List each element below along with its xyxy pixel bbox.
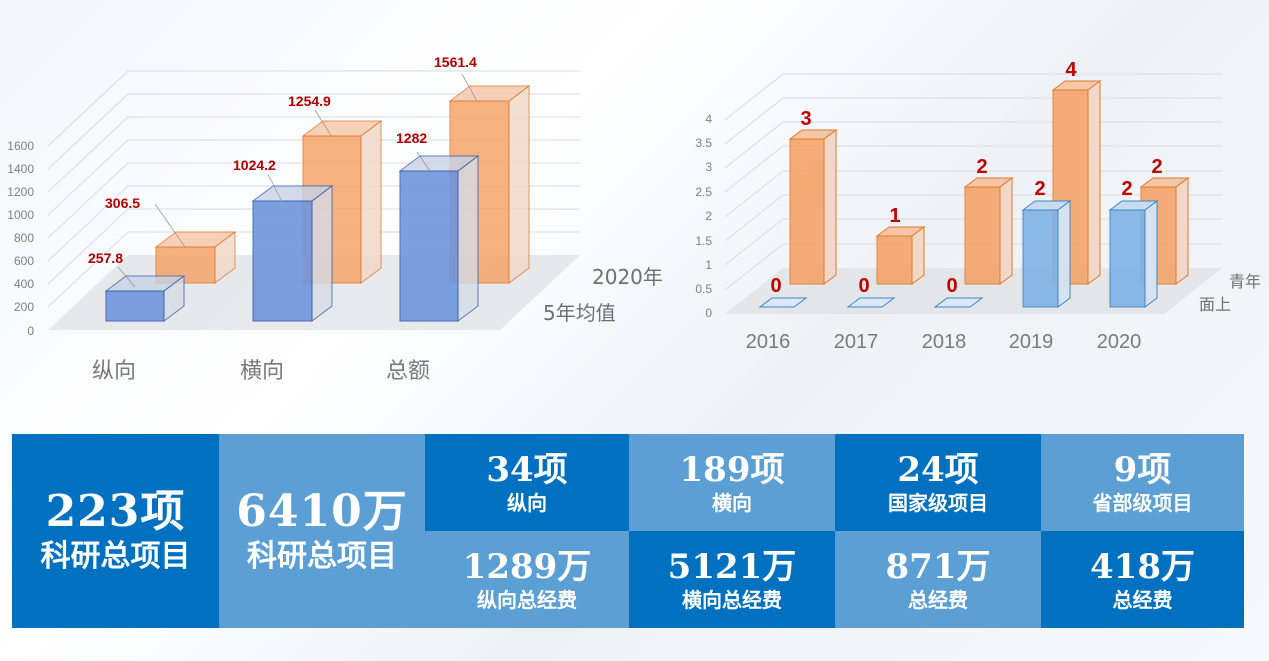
- year-label: 2017: [834, 331, 879, 353]
- y-axis: 1600 1400 1200 1000 800 600 400 200 0: [7, 139, 34, 338]
- svg-text:800: 800: [14, 231, 34, 245]
- bar-general-zero: [758, 297, 984, 308]
- value-label: 1282: [396, 130, 427, 146]
- category-label: 横向: [240, 359, 284, 384]
- bar-youth-2018: [963, 177, 1014, 285]
- stat-label: 总经费: [908, 587, 968, 612]
- stat-value: 871万: [885, 546, 991, 587]
- svg-text:1: 1: [705, 258, 712, 272]
- stat-national-count: 24项 国家级项目: [835, 434, 1041, 531]
- svg-text:200: 200: [14, 300, 34, 314]
- year-label: 2019: [1009, 331, 1054, 353]
- svg-text:0.5: 0.5: [695, 282, 712, 296]
- bar-avg-total: [398, 155, 480, 322]
- stat-vertical-funding: 1289万 纵向总经费: [425, 531, 629, 628]
- svg-text:0: 0: [27, 324, 34, 338]
- bar-general-2020: [1108, 200, 1159, 308]
- category-label: 总额: [386, 359, 430, 384]
- category-label: 纵向: [92, 359, 136, 384]
- value-label: 257.8: [88, 250, 123, 266]
- svg-text:1.5: 1.5: [695, 234, 712, 248]
- svg-text:3.5: 3.5: [695, 136, 712, 150]
- series-label-youth: 青年: [1229, 272, 1261, 291]
- stat-value: 5121万: [667, 546, 797, 587]
- stat-vertical-count: 34项 纵向: [425, 434, 629, 531]
- stat-value: 418万: [1090, 546, 1195, 587]
- value-label: 0: [770, 275, 781, 297]
- stat-label: 科研总项目: [40, 539, 191, 574]
- svg-text:2: 2: [705, 209, 712, 223]
- bar-youth-2020: [1139, 177, 1190, 285]
- stat-label: 总经费: [1112, 587, 1173, 612]
- value-label: 4: [1065, 59, 1077, 81]
- stat-total-funding: 6410万 科研总项目: [219, 434, 425, 628]
- bar-2020-vertical: [154, 231, 237, 284]
- stat-label: 横向: [712, 490, 752, 515]
- stat-label: 省部级项目: [1092, 490, 1193, 515]
- stat-value: 34项: [486, 449, 568, 490]
- svg-text:3: 3: [705, 160, 712, 174]
- svg-text:600: 600: [14, 254, 34, 268]
- stat-horizontal-funding: 5121万 横向总经费: [629, 531, 835, 628]
- stat-horizontal-count: 189项 横向: [629, 434, 835, 531]
- stat-label: 科研总项目: [247, 539, 397, 574]
- stat-value: 9项: [1113, 449, 1172, 490]
- svg-text:2.5: 2.5: [695, 185, 712, 199]
- stat-value: 189项: [679, 449, 785, 490]
- series-label-general: 面上: [1199, 295, 1231, 314]
- stat-national-funding: 871万 总经费: [835, 531, 1041, 628]
- year-label: 2018: [922, 331, 967, 353]
- stat-provincial-count: 9项 省部级项目: [1041, 434, 1244, 531]
- stat-value: 24项: [897, 449, 979, 490]
- stat-provincial-funding: 418万 总经费: [1041, 531, 1244, 628]
- value-label: 2: [1121, 178, 1132, 200]
- value-label: 2: [1034, 178, 1045, 200]
- bar-youth-2017: [875, 226, 926, 285]
- value-label: 1561.4: [434, 54, 477, 70]
- series-label-2020: 2020年: [592, 265, 663, 289]
- bar-general-2019: [1021, 200, 1072, 308]
- y-axis: 4 3.5 3 2.5 2 1.5 1 0.5 0: [695, 112, 712, 320]
- bar-avg-horizontal: [251, 185, 334, 322]
- svg-text:1600: 1600: [7, 139, 34, 153]
- svg-text:0: 0: [705, 306, 712, 320]
- chart-floor: [725, 268, 1222, 314]
- value-label: 3: [800, 108, 811, 130]
- stat-value: 223项: [45, 486, 186, 537]
- value-label: 1254.9: [288, 93, 331, 109]
- value-label: 2: [1151, 156, 1162, 178]
- svg-text:400: 400: [14, 277, 34, 291]
- stat-label: 纵向总经费: [477, 587, 577, 612]
- stat-total-projects: 223项 科研总项目: [12, 434, 219, 628]
- value-label: 0: [858, 275, 869, 297]
- svg-text:1000: 1000: [7, 208, 34, 222]
- stat-label: 国家级项目: [888, 490, 988, 515]
- series-label-avg: 5年均值: [543, 301, 616, 325]
- leader-lines: [117, 73, 478, 288]
- stat-label: 横向总经费: [682, 587, 782, 612]
- stat-value: 1289万: [462, 546, 592, 587]
- stats-panel: 223项 科研总项目 6410万 科研总项目 34项 纵向 189项 横向 24…: [12, 434, 1244, 628]
- svg-text:1200: 1200: [7, 185, 34, 199]
- year-label: 2020: [1097, 331, 1142, 353]
- stat-value: 6410万: [236, 486, 408, 537]
- bar-youth-2016: [788, 129, 838, 285]
- value-label: 2: [976, 156, 987, 178]
- value-label: 306.5: [105, 195, 140, 211]
- funding-chart: 1600 1400 1200 1000 800 600 400 200 0: [7, 54, 663, 384]
- bar-youth-2019: [1051, 80, 1102, 285]
- bar-avg-vertical: [104, 275, 186, 322]
- gridlines: [724, 73, 1222, 291]
- value-label: 1: [889, 205, 900, 227]
- value-label: 0: [946, 275, 957, 297]
- svg-text:4: 4: [705, 112, 712, 126]
- year-label: 2016: [746, 331, 791, 353]
- value-label: 1024.2: [233, 157, 276, 173]
- stat-label: 纵向: [507, 490, 547, 515]
- svg-text:1400: 1400: [7, 162, 34, 176]
